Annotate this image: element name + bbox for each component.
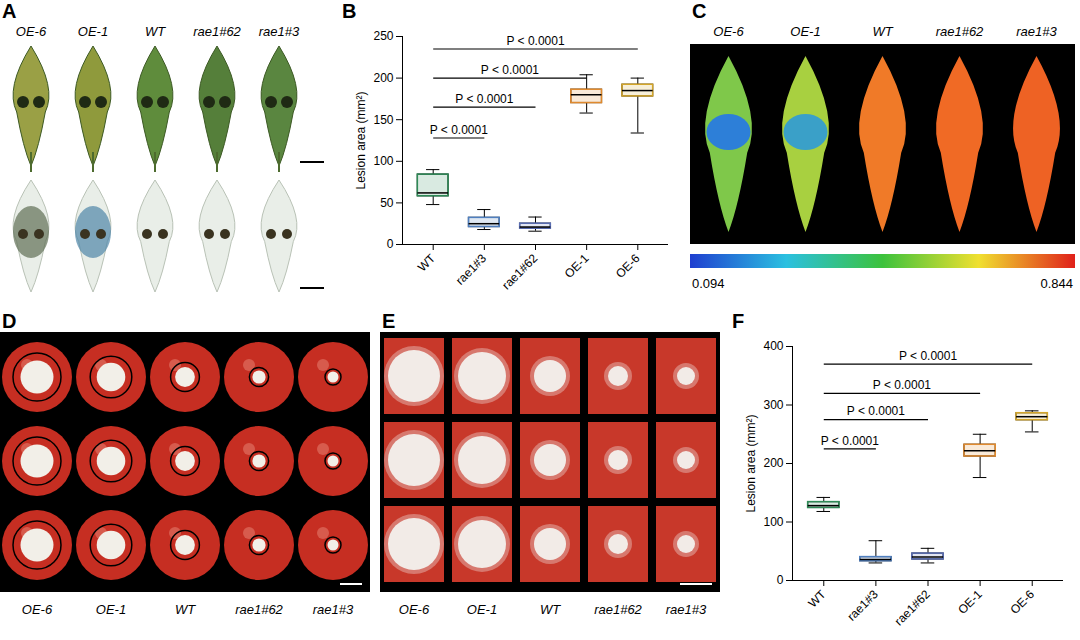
svg-text:OE-1: OE-1: [790, 24, 820, 39]
svg-text:P < 0.0001: P < 0.0001: [430, 123, 488, 137]
svg-text:P < 0.0001: P < 0.0001: [847, 404, 905, 418]
svg-text:Lesion area (mm²): Lesion area (mm²): [744, 414, 758, 512]
html-text:A: A: [2, 0, 17, 22]
svg-text:rae1#62: rae1#62: [936, 24, 984, 39]
svg-text:OE-1: OE-1: [562, 251, 592, 281]
svg-text:OE-1: OE-1: [78, 24, 108, 39]
svg-text:OE-6: OE-6: [16, 24, 47, 39]
svg-text:WT: WT: [145, 24, 166, 39]
svg-text:WT: WT: [175, 602, 196, 617]
svg-text:rae1#3: rae1#3: [453, 251, 490, 288]
svg-text:WT: WT: [415, 251, 439, 275]
svg-text:OE-1: OE-1: [96, 602, 126, 617]
svg-text:OE-1: OE-1: [955, 587, 985, 617]
svg-text:400: 400: [763, 339, 783, 353]
svg-text:P < 0.0001: P < 0.0001: [873, 378, 931, 392]
html-text:D: D: [2, 310, 17, 332]
svg-text:100: 100: [373, 154, 393, 168]
svg-text:rae1#3: rae1#3: [844, 587, 881, 624]
svg-text:WT: WT: [872, 24, 893, 39]
svg-text:0: 0: [387, 237, 394, 251]
svg-text:P < 0.0001: P < 0.0001: [481, 63, 539, 77]
svg-text:rae1#3: rae1#3: [666, 602, 707, 617]
svg-text:300: 300: [763, 398, 783, 412]
svg-text:rae1#62: rae1#62: [892, 587, 933, 628]
svg-text:Lesion area (mm²): Lesion area (mm²): [354, 91, 368, 189]
svg-text:P < 0.0001: P < 0.0001: [455, 92, 513, 106]
svg-text:0.094: 0.094: [692, 276, 725, 291]
svg-text:OE-6: OE-6: [713, 24, 744, 39]
svg-text:OE-6: OE-6: [1007, 587, 1037, 617]
html-text:C: C: [692, 0, 707, 22]
html-text:F: F: [732, 310, 745, 332]
svg-text:WT: WT: [806, 587, 830, 611]
svg-text:200: 200: [373, 71, 393, 85]
svg-text:rae1#62: rae1#62: [594, 602, 642, 617]
svg-text:0.844: 0.844: [1040, 276, 1073, 291]
svg-text:0: 0: [777, 573, 784, 587]
svg-text:rae1#3: rae1#3: [259, 24, 300, 39]
svg-text:P < 0.0001: P < 0.0001: [821, 434, 879, 448]
svg-text:OE-6: OE-6: [613, 251, 643, 281]
svg-text:100: 100: [763, 515, 783, 529]
svg-text:rae1#62: rae1#62: [499, 251, 540, 292]
svg-text:rae1#62: rae1#62: [235, 602, 283, 617]
svg-text:rae1#62: rae1#62: [193, 24, 241, 39]
svg-text:P < 0.0001: P < 0.0001: [506, 34, 564, 48]
svg-text:200: 200: [763, 456, 783, 470]
svg-text:P < 0.0001: P < 0.0001: [899, 349, 957, 363]
html-text:E: E: [382, 310, 396, 332]
svg-text:OE-6: OE-6: [399, 602, 430, 617]
svg-text:50: 50: [380, 196, 394, 210]
html-text:B: B: [342, 0, 357, 22]
svg-text:150: 150: [373, 113, 393, 127]
svg-text:WT: WT: [540, 602, 561, 617]
svg-text:rae1#3: rae1#3: [1016, 24, 1057, 39]
svg-text:OE-6: OE-6: [22, 602, 53, 617]
svg-text:250: 250: [373, 29, 393, 43]
svg-text:OE-1: OE-1: [467, 602, 497, 617]
svg-text:rae1#3: rae1#3: [313, 602, 354, 617]
